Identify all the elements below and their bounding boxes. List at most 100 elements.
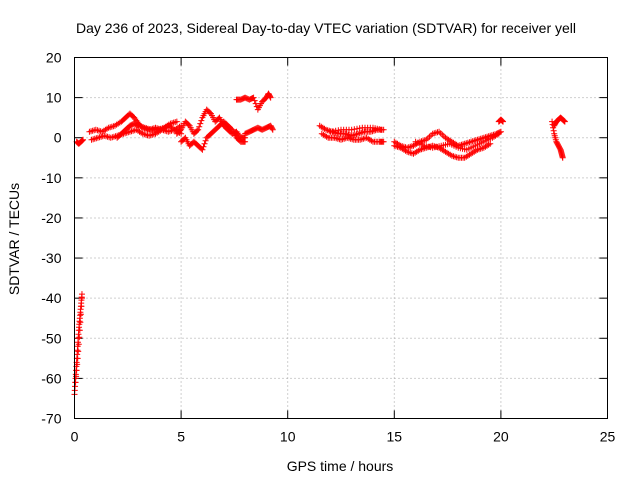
data-point — [356, 125, 363, 132]
data-point — [436, 128, 443, 135]
data-point — [332, 127, 339, 134]
data-point — [199, 146, 206, 153]
data-point — [251, 97, 258, 104]
data-point — [107, 134, 114, 141]
y-tick-label: 0 — [54, 130, 62, 146]
data-point — [339, 136, 346, 143]
x-tick-label: 0 — [71, 429, 79, 445]
data-point — [242, 138, 249, 145]
data-point — [79, 137, 86, 144]
data-point — [80, 136, 87, 143]
data-point — [94, 127, 101, 134]
data-point — [353, 125, 360, 132]
data-point — [330, 128, 337, 135]
data-markers — [71, 90, 568, 398]
data-point — [90, 136, 97, 143]
y-tick-label: -40 — [41, 290, 61, 306]
axis-ticks — [74, 57, 608, 419]
data-point — [134, 122, 141, 129]
data-point — [78, 303, 85, 310]
data-point — [198, 117, 205, 124]
data-point — [463, 140, 470, 147]
x-tick-label: 20 — [493, 429, 509, 445]
data-point — [469, 138, 476, 145]
data-point — [269, 125, 276, 132]
data-point — [75, 348, 82, 355]
data-point — [561, 118, 568, 125]
data-point — [466, 139, 473, 146]
data-point — [250, 94, 257, 101]
data-point — [92, 126, 99, 133]
grid — [74, 57, 608, 419]
data-point — [429, 130, 436, 137]
data-point — [267, 94, 274, 101]
data-point — [560, 117, 567, 124]
data-point — [471, 137, 478, 144]
data-point — [74, 355, 81, 362]
data-point — [102, 133, 109, 140]
data-point — [88, 128, 95, 135]
y-tick-label: -60 — [41, 370, 61, 386]
data-point — [202, 137, 209, 144]
data-point — [495, 130, 502, 137]
data-point — [500, 118, 507, 125]
tick-labels: 0 5 10 15 20 25 -70 -60 -50 -40 -30 -20 -10 0 10 20 — [41, 50, 615, 445]
data-point — [378, 126, 385, 133]
data-point — [351, 126, 358, 133]
data-point — [358, 136, 365, 143]
y-axis-label: SDTVAR / TECUs — [6, 183, 22, 295]
data-point — [458, 141, 465, 148]
data-point — [194, 127, 201, 134]
data-point — [77, 319, 84, 326]
data-point — [269, 126, 276, 133]
data-point — [331, 134, 338, 141]
data-point — [498, 117, 505, 124]
data-point — [408, 150, 415, 157]
data-point — [228, 125, 235, 132]
data-point — [197, 120, 204, 127]
data-point — [358, 129, 365, 136]
x-axis-label: GPS time / hours — [287, 458, 394, 474]
data-point — [335, 127, 342, 134]
data-point — [380, 138, 387, 145]
data-point — [78, 295, 85, 302]
data-point — [104, 133, 111, 140]
data-point — [201, 140, 208, 147]
data-point — [464, 139, 471, 146]
chart-title: Day 236 of 2023, Sidereal Day-to-day VTE… — [76, 20, 576, 36]
data-point — [165, 128, 172, 135]
data-point — [89, 127, 96, 134]
data-point — [109, 134, 116, 141]
y-tick-label: -70 — [41, 411, 61, 427]
data-point — [460, 141, 467, 148]
data-point — [499, 118, 506, 125]
data-point — [86, 128, 93, 135]
data-point — [437, 130, 444, 137]
data-point — [357, 136, 364, 143]
data-point — [196, 123, 203, 130]
plot-frame — [74, 57, 608, 419]
data-point — [77, 311, 84, 318]
data-point — [453, 154, 460, 161]
data-point — [91, 135, 98, 142]
y-tick-label: -50 — [41, 330, 61, 346]
data-point — [76, 334, 83, 341]
data-point — [267, 93, 274, 100]
data-point — [112, 133, 119, 140]
data-point — [177, 127, 184, 134]
data-point — [561, 118, 568, 125]
data-point — [93, 135, 100, 142]
data-point — [88, 136, 95, 143]
data-point — [75, 341, 82, 348]
data-point — [355, 130, 362, 137]
data-point — [559, 154, 566, 161]
data-point — [185, 121, 192, 128]
x-tick-label: 10 — [280, 429, 296, 445]
x-tick-label: 15 — [387, 429, 403, 445]
data-point — [131, 127, 138, 134]
data-point — [96, 134, 103, 141]
data-point — [361, 135, 368, 142]
data-point — [348, 126, 355, 133]
data-point — [477, 135, 484, 142]
